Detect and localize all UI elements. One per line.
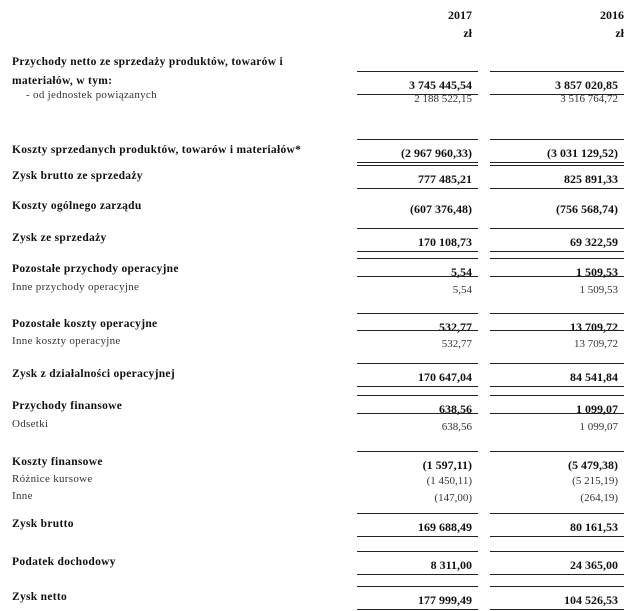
value-2017: 170 108,73	[357, 228, 478, 252]
row-label: Przychody netto ze sprzedaży produktów, …	[12, 56, 283, 68]
row-label: Zysk netto	[12, 591, 68, 603]
value-2017: 2 188 522,15	[414, 93, 472, 105]
value-2017: (147,00)	[434, 492, 472, 504]
value-2016: (3 031 129,52)	[490, 139, 624, 163]
value-2016: 80 161,53	[490, 513, 624, 537]
row-label: Inne	[12, 490, 33, 502]
value-2016: 24 365,00	[490, 551, 624, 575]
value-2017: 8 311,00	[357, 551, 478, 575]
row-label: Zysk brutto ze sprzedaży	[12, 170, 143, 182]
value-2016: 825 891,33	[490, 165, 624, 189]
value-2016: (5 215,19)	[572, 475, 618, 487]
column-header-2016: 2016	[600, 8, 624, 22]
currency-2016: zł	[615, 26, 624, 40]
value-2017: (2 967 960,33)	[357, 139, 478, 163]
value-2017: 170 647,04	[357, 363, 478, 387]
value-2016: 69 322,59	[490, 228, 624, 252]
row-label: Zysk ze sprzedaży	[12, 232, 107, 244]
value-2017: 169 688,49	[357, 513, 478, 537]
value-2017: (1 450,11)	[426, 475, 472, 487]
value-2017: 777 485,21	[357, 165, 478, 189]
row-label: - od jednostek powiązanych	[26, 89, 157, 101]
row-label: Różnice kursowe	[12, 473, 93, 485]
value-2016: 3 516 764,72	[560, 93, 618, 105]
value-2017: (1 597,11)	[357, 451, 478, 475]
value-2017: 3 745 445,54	[357, 71, 478, 95]
value-2017: 177 999,49	[357, 586, 478, 610]
value-2016: (756 568,74)	[556, 202, 618, 216]
row-label-continued: materiałów, w tym:	[12, 75, 113, 87]
value-2016: 13 709,72	[490, 330, 624, 354]
row-label: Inne koszty operacyjne	[12, 335, 121, 347]
value-2016: (5 479,38)	[490, 451, 624, 475]
row-label: Zysk z działalności operacyjnej	[12, 368, 175, 380]
row-label: Koszty finansowe	[12, 456, 103, 468]
value-2016: 1 509,53	[490, 276, 624, 300]
column-header-2017: 2017	[448, 8, 472, 22]
value-2017: 638,56	[357, 413, 478, 437]
value-2016: 1 099,07	[490, 413, 624, 437]
value-2017: 5,54	[357, 276, 478, 300]
value-2016: 1 099,07	[490, 395, 624, 419]
value-2017: 5,54	[357, 258, 478, 282]
value-2017: 638,56	[357, 395, 478, 419]
value-2016: 3 857 020,85	[490, 71, 624, 95]
value-2016: 104 526,53	[490, 586, 624, 610]
row-label: Przychody finansowe	[12, 400, 123, 412]
value-2016: 84 541,84	[490, 363, 624, 387]
value-2017: (607 376,48)	[410, 202, 472, 216]
row-label: Koszty sprzedanych produktów, towarów i …	[12, 144, 302, 156]
value-2017: 532,77	[357, 330, 478, 354]
value-2016: (264,19)	[580, 492, 618, 504]
currency-2017: zł	[463, 26, 472, 40]
row-label: Odsetki	[12, 418, 49, 430]
row-label: Koszty ogólnego zarządu	[12, 200, 142, 212]
row-label: Inne przychody operacyjne	[12, 281, 140, 293]
row-label: Pozostałe przychody operacyjne	[12, 263, 179, 275]
row-label: Pozostałe koszty operacyjne	[12, 318, 158, 330]
row-label: Podatek dochodowy	[12, 556, 116, 568]
row-label: Zysk brutto	[12, 518, 74, 530]
value-2016: 1 509,53	[490, 258, 624, 282]
